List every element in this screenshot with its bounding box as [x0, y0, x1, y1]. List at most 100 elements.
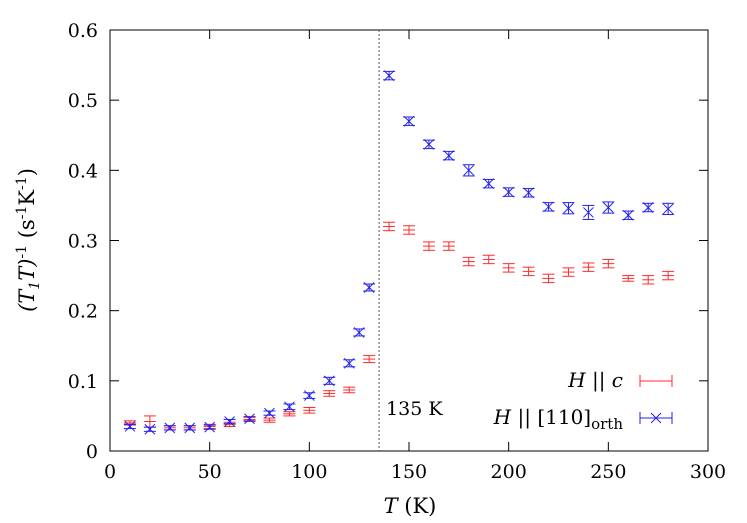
x-marker: [284, 401, 295, 413]
data-point: [482, 254, 495, 265]
x-marker: [264, 407, 275, 419]
data-point: [403, 115, 415, 127]
data-point: [562, 267, 575, 277]
data-point: [602, 258, 615, 269]
legend-label-mid: || [110]: [511, 405, 591, 430]
y-label-part-1: 1: [27, 281, 43, 290]
data-point: [622, 275, 635, 282]
data-point: [263, 407, 276, 419]
data-point: [602, 201, 615, 214]
x-tick-label: 150: [391, 461, 427, 483]
y-tick-label: 0.2: [68, 301, 98, 323]
x-tick-label: 0: [104, 461, 116, 483]
data-point: [642, 275, 655, 285]
data-point: [403, 225, 415, 235]
series-1: [123, 70, 675, 435]
data-point: [263, 417, 276, 423]
legend-label-suffix: c: [612, 368, 623, 392]
x-marker: [184, 422, 196, 434]
y-axis-ticks: 0 0.1 0.2 0.3 0.4 0.5 0.6: [68, 20, 708, 463]
y-label-part-3: -1: [14, 245, 30, 259]
data-point: [323, 375, 336, 387]
x-marker: [602, 202, 614, 213]
y-tick-label: 0: [86, 441, 98, 463]
legend-label-prefix: H: [567, 368, 586, 392]
x-marker: [383, 70, 395, 81]
x-tick-label: 100: [291, 461, 327, 483]
data-point: [123, 421, 136, 432]
y-axis-label: (T1T)-1 (s-1K-1): [14, 168, 43, 312]
data-point: [283, 411, 296, 417]
x-marker: [124, 421, 136, 432]
data-point: [562, 202, 575, 215]
data-point: [442, 150, 455, 161]
x-marker: [164, 422, 176, 434]
transition-label: 135 K: [386, 398, 443, 420]
data-point: [442, 241, 455, 251]
data-point: [343, 357, 356, 369]
y-label-part-0: (T: [15, 288, 39, 312]
x-marker: [244, 413, 255, 425]
data-point: [582, 204, 595, 220]
y-label-part-8: ): [15, 168, 39, 176]
legend-label: H || c: [567, 368, 623, 393]
legend-label-prefix: H: [493, 405, 512, 429]
x-axis-ticks: 0 50 100 150 200 250 300: [104, 30, 726, 483]
data-point: [642, 202, 655, 213]
x-marker: [483, 178, 495, 190]
data-point: [383, 70, 396, 81]
data-point: [422, 241, 435, 251]
data-point: [303, 390, 316, 401]
x-marker: [543, 201, 554, 213]
series-layer: [123, 70, 675, 435]
data-point: [482, 178, 495, 190]
y-tick-label: 0.6: [68, 20, 98, 42]
legend-entry-0: H || c: [567, 368, 673, 393]
y-label-part-7: -1: [14, 176, 30, 190]
x-marker: [363, 282, 375, 293]
data-point: [542, 201, 555, 213]
x-marker: [503, 186, 515, 198]
x-marker: [563, 202, 574, 214]
y-tick-label: 0.5: [68, 90, 98, 112]
data-point: [522, 266, 535, 277]
data-point: [243, 413, 256, 425]
x-marker: [343, 357, 355, 369]
legend-label: H || [110]orth: [493, 405, 624, 433]
x-axis-label-unit: (K): [398, 494, 437, 518]
data-point: [183, 422, 196, 434]
x-marker: [144, 423, 156, 435]
x-marker: [622, 209, 634, 221]
x-tick-label: 250: [590, 461, 626, 483]
x-tick-label: 50: [198, 461, 222, 483]
transition-annotation: 135 K: [378, 30, 443, 451]
data-point: [622, 209, 635, 221]
x-axis-label: T (K): [384, 494, 437, 518]
x-marker: [423, 139, 435, 150]
x-marker: [642, 202, 654, 213]
legend-sample-x: [650, 412, 662, 424]
data-point: [502, 186, 515, 198]
x-marker: [303, 390, 315, 401]
data-point: [343, 386, 356, 394]
data-point: [522, 187, 535, 199]
x-marker: [353, 327, 365, 338]
data-point: [353, 327, 366, 338]
x-marker: [224, 416, 235, 427]
data-point: [462, 164, 475, 177]
legend: H || c H || [110]orth: [493, 368, 673, 433]
data-point: [203, 421, 216, 433]
data-point: [363, 282, 376, 293]
x-marker: [662, 203, 674, 215]
x-marker: [443, 150, 455, 161]
x-marker: [523, 187, 534, 199]
y-label-part-4: (s: [15, 219, 39, 245]
y-tick-label: 0.1: [68, 371, 98, 393]
x-tick-label: 300: [690, 461, 726, 483]
x-marker: [463, 164, 475, 176]
x-marker: [204, 421, 216, 433]
data-point: [163, 422, 176, 434]
data-point: [582, 262, 595, 272]
data-point: [662, 270, 675, 281]
